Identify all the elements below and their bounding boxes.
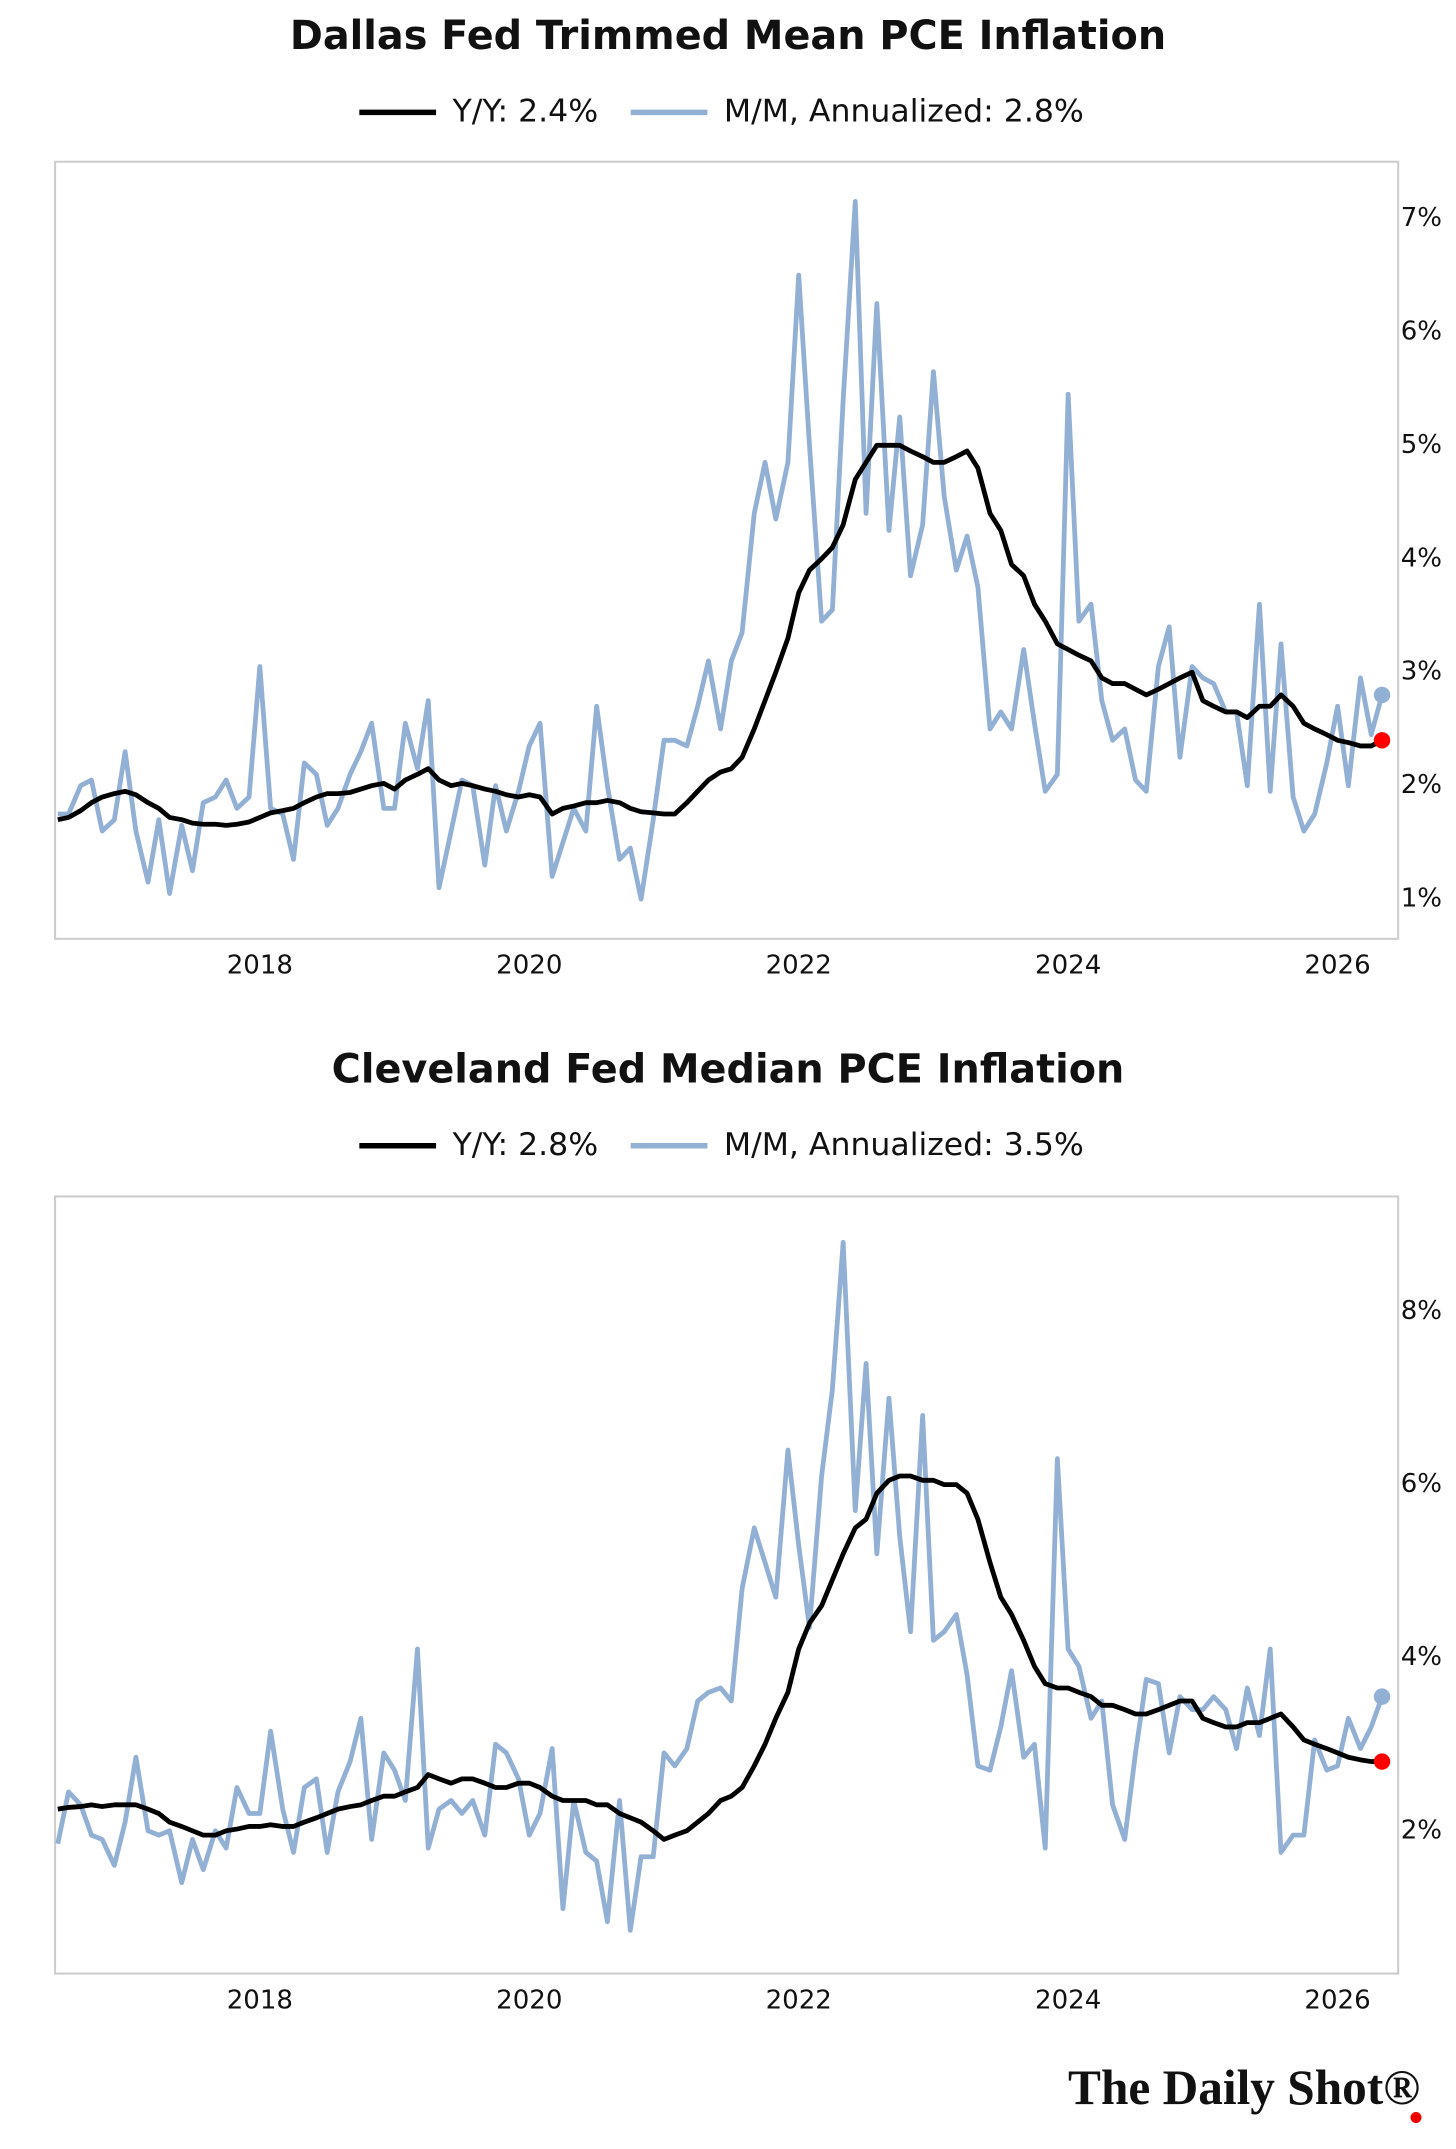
end-marker (1373, 686, 1391, 704)
y-tick-label: 8% (1401, 1296, 1442, 1326)
y-tick-label: 6% (1401, 1469, 1442, 1499)
y-tick-label: 1% (1401, 884, 1442, 914)
end-marker (1373, 732, 1391, 749)
footer: The Daily Shot® (1068, 2060, 1420, 2115)
chart-title: Dallas Fed Trimmed Mean PCE Inflation (290, 13, 1166, 59)
x-tick-label: 2024 (1035, 951, 1101, 981)
y-tick-label: 7% (1401, 203, 1442, 233)
y-tick-label: 4% (1401, 1642, 1442, 1672)
chart-title: Cleveland Fed Median PCE Inflation (332, 1046, 1125, 1092)
legend-label: Y/Y: 2.8% (452, 1127, 599, 1163)
y-tick-label: 6% (1401, 316, 1442, 346)
x-tick-label: 2026 (1304, 1985, 1370, 2015)
legend-label: M/M, Annualized: 3.5% (724, 1127, 1084, 1163)
legend-label: Y/Y: 2.4% (452, 93, 599, 129)
x-tick-label: 2022 (766, 951, 832, 981)
x-tick-label: 2018 (227, 1985, 293, 2015)
plot-frame (54, 1195, 1400, 1975)
y-tick-label: 5% (1401, 430, 1442, 460)
x-tick-label: 2018 (227, 951, 293, 981)
end-marker (1373, 1688, 1391, 1705)
x-tick-label: 2020 (496, 951, 562, 981)
x-tick-label: 2022 (766, 1985, 832, 2015)
legend-label: M/M, Annualized: 2.8% (724, 93, 1084, 129)
end-marker (1373, 1753, 1391, 1770)
x-tick-label: 2024 (1035, 1985, 1101, 2015)
x-tick-label: 2026 (1304, 951, 1370, 981)
y-tick-label: 3% (1401, 657, 1442, 687)
y-tick-label: 2% (1401, 1815, 1442, 1845)
series-line (57, 442, 1384, 828)
y-tick-label: 4% (1401, 543, 1442, 573)
series-line (57, 1473, 1383, 1842)
x-tick-label: 2020 (496, 1985, 562, 2015)
plot-frame (54, 160, 1400, 940)
y-tick-label: 2% (1401, 770, 1442, 800)
footer-dot (1410, 2111, 1422, 2123)
